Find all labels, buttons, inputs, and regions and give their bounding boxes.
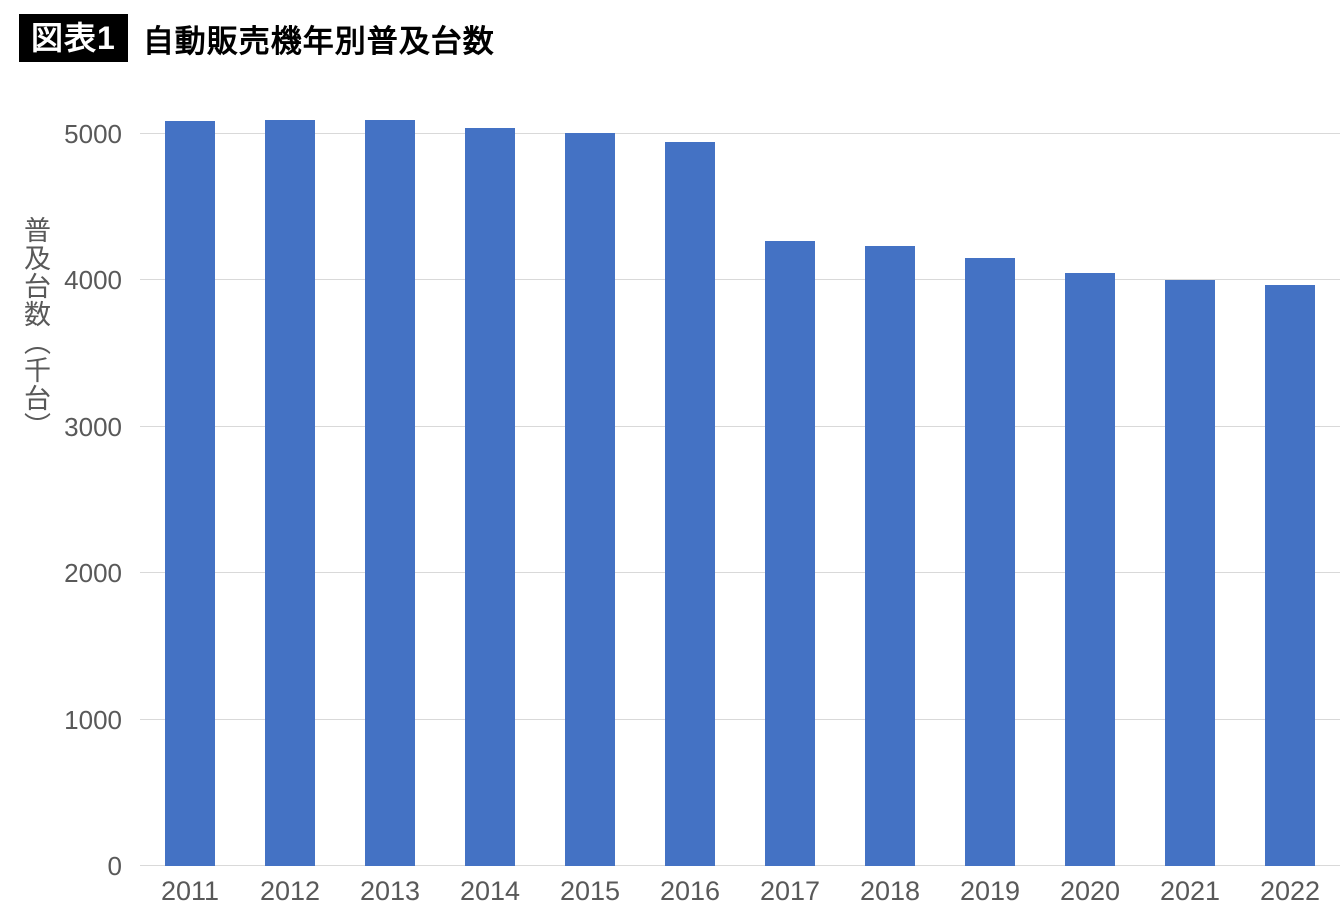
bar-2016: [665, 142, 715, 866]
plot-area: [140, 100, 1340, 866]
bar-series: [140, 100, 1340, 866]
y-tick-label-0: 0: [107, 851, 122, 881]
bar-2013: [365, 119, 415, 866]
bar-2020: [1065, 273, 1115, 866]
x-tick-label-2019: 2019: [959, 876, 1021, 906]
x-tick-label-2018: 2018: [859, 876, 921, 906]
x-tick-label-2015: 2015: [559, 876, 621, 906]
bar-slot-2020: [1040, 100, 1140, 866]
gridline-3000: [140, 425, 1340, 427]
y-tick-label-4000: 4000: [64, 265, 122, 296]
x-tick-label-2017: 2017: [759, 876, 821, 906]
bar-slot-2022: [1240, 100, 1340, 866]
bar-2014: [465, 128, 515, 866]
chart-title: 自動販売機年別普及台数: [142, 23, 495, 59]
bar-slot-2017: [740, 100, 840, 866]
bar-slot-2015: [540, 100, 640, 866]
x-tick-label-2020: 2020: [1059, 876, 1121, 906]
gridline-5000: [140, 132, 1340, 134]
bar-2019: [965, 258, 1015, 866]
y-axis-title: 普及台数（千台）: [20, 216, 50, 440]
bar-slot-2021: [1140, 100, 1240, 866]
x-axis-labels: 2011 2012 2013 2014 2015 2016 2017 2018 2019 2020…: [140, 876, 1340, 907]
x-tick-label-2022: 2022: [1259, 876, 1321, 906]
bar-2011: [165, 121, 215, 866]
gridline-0: [140, 865, 1340, 866]
gridlines: [140, 100, 1340, 866]
gridline-2000: [140, 572, 1340, 574]
bar-slot-2011: [140, 100, 240, 866]
x-tick-label-2021: 2021: [1159, 876, 1221, 906]
y-tick-label-3000: 3000: [64, 411, 122, 442]
bar-2017: [765, 240, 815, 866]
bar-2022: [1265, 284, 1315, 866]
x-tick-label-2014: 2014: [459, 876, 521, 906]
bar-slot-2018: [840, 100, 940, 866]
bar-slot-2019: [940, 100, 1040, 866]
y-tick-label-2000: 2000: [64, 558, 122, 589]
bar-slot-2013: [340, 100, 440, 866]
gridline-1000: [140, 718, 1340, 720]
bar-slot-2016: [640, 100, 740, 866]
x-tick-label-2016: 2016: [659, 876, 721, 906]
y-tick-label-1000: 1000: [64, 704, 122, 735]
bar-2021: [1165, 279, 1215, 866]
y-axis-tick-labels: 0 1000 2000 3000 4000 5000: [0, 100, 122, 881]
x-tick-label-2012: 2012: [259, 876, 321, 906]
x-tick-label-2013: 2013: [359, 876, 421, 906]
bar-2015: [565, 133, 615, 866]
bar-2018: [865, 245, 915, 866]
figure-number-badge: 図表1: [19, 14, 128, 62]
bar-slot-2012: [240, 100, 340, 866]
bar-slot-2014: [440, 100, 540, 866]
x-tick-label-2011: 2011: [160, 876, 220, 906]
y-tick-label-5000: 5000: [64, 118, 122, 149]
gridline-4000: [140, 279, 1340, 281]
bar-2012: [265, 120, 315, 866]
chart-header: 図表1 自動販売機年別普及台数: [19, 14, 495, 62]
